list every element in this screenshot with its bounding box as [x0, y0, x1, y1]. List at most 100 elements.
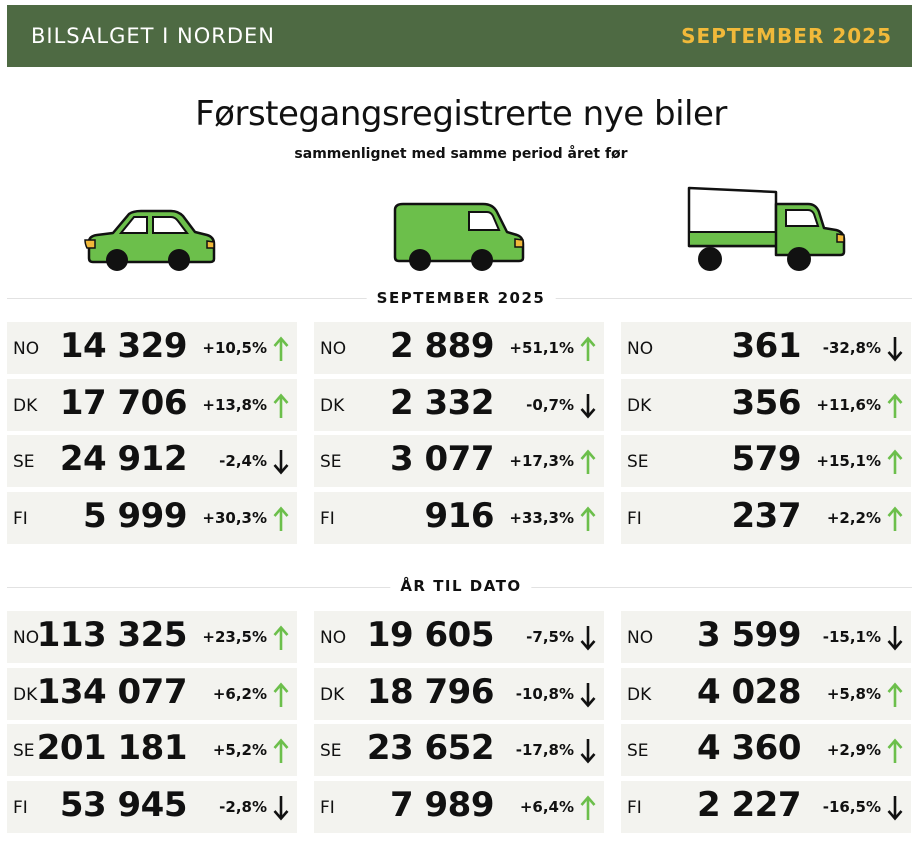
country-code: SE	[627, 452, 649, 473]
country-code: SE	[320, 452, 342, 473]
stat-row-no: NO 113 325 +23,5%	[7, 611, 297, 663]
country-code: DK	[320, 684, 345, 705]
registration-count: 201 181	[36, 728, 188, 769]
registration-count: 356	[731, 382, 802, 423]
stat-row-dk: DK 17 706 +13,8%	[7, 378, 297, 431]
stat-row-fi: FI 5 999 +30,3%	[7, 491, 297, 544]
registration-count: 7 989	[390, 784, 494, 825]
percent-change: +11,6%	[816, 395, 881, 414]
stat-row-no: NO 2 889 +51,1%	[314, 322, 604, 374]
arrow-up-icon	[580, 336, 596, 362]
percent-change: +10,5%	[202, 339, 267, 357]
percent-change: +6,4%	[519, 797, 574, 816]
country-code: FI	[13, 508, 28, 529]
registration-count: 237	[731, 495, 802, 536]
country-code: SE	[320, 741, 342, 762]
arrow-up-icon	[887, 393, 903, 419]
stats-column-cars: NO 14 329 +10,5% DK 17 706 +13,8% SE 24 912 -2,4…	[7, 322, 297, 548]
arrow-up-icon	[580, 449, 596, 475]
country-code: SE	[627, 741, 649, 762]
registration-count: 134 077	[36, 671, 188, 712]
arrow-up-icon	[887, 449, 903, 475]
registration-count: 14 329	[59, 326, 188, 366]
arrow-up-icon	[273, 393, 289, 419]
country-code: NO	[13, 628, 40, 648]
stat-row-se: SE 201 181 +5,2%	[7, 724, 297, 777]
registration-count: 23 652	[366, 728, 495, 769]
registration-count: 3 599	[697, 615, 801, 655]
registration-count: 113 325	[36, 615, 188, 655]
arrow-up-icon	[887, 506, 903, 532]
arrow-down-icon	[273, 449, 289, 475]
percent-change: +2,2%	[826, 508, 881, 527]
stats-column-vans: NO 19 605 -7,5% DK 18 796 -10,8% SE 23 652 -17,8…	[314, 611, 604, 837]
section-label-month: SEPTEMBER 2025	[366, 289, 556, 307]
arrow-up-icon	[273, 738, 289, 764]
stat-row-dk: DK 134 077 +6,2%	[7, 667, 297, 720]
stats-column-vans: NO 2 889 +51,1% DK 2 332 -0,7% SE 3 077 +17,3% FI…	[314, 322, 604, 548]
registration-count: 579	[731, 439, 802, 480]
registration-count: 2 889	[390, 326, 494, 366]
country-code: DK	[13, 395, 38, 416]
arrow-up-icon	[580, 506, 596, 532]
stat-row-no: NO 361 -32,8%	[621, 322, 911, 374]
registration-count: 361	[731, 326, 802, 366]
country-code: DK	[13, 684, 38, 705]
registration-count: 17 706	[59, 382, 188, 423]
percent-change: +15,1%	[816, 452, 881, 471]
registration-count: 24 912	[59, 439, 188, 480]
arrow-up-icon	[273, 506, 289, 532]
stat-row-se: SE 579 +15,1%	[621, 435, 911, 488]
arrow-up-icon	[273, 336, 289, 362]
percent-change: -2,8%	[219, 797, 267, 816]
country-code: SE	[13, 452, 35, 473]
car-icon	[83, 204, 218, 274]
percent-change: -0,7%	[526, 395, 574, 414]
country-code: NO	[13, 339, 40, 359]
percent-change: +2,9%	[826, 741, 881, 760]
percent-change: -15,1%	[822, 628, 881, 646]
van-icon	[391, 200, 526, 274]
section-label-ytd: ÅR TIL DATO	[390, 577, 532, 595]
stat-row-fi: FI 7 989 +6,4%	[314, 780, 604, 833]
report-month: SEPTEMBER 2025	[681, 24, 892, 48]
percent-change: +5,8%	[826, 684, 881, 703]
percent-change: +6,2%	[212, 684, 267, 703]
page-subtitle: sammenlignet med samme period året før	[294, 146, 628, 162]
registration-count: 19 605	[366, 615, 495, 655]
arrow-up-icon	[887, 738, 903, 764]
stat-row-no: NO 3 599 -15,1%	[621, 611, 911, 663]
country-code: NO	[320, 339, 347, 359]
stats-column-trucks: NO 361 -32,8% DK 356 +11,6% SE 579 +15,1% FI 237 +2…	[621, 322, 911, 548]
country-code: DK	[627, 395, 652, 416]
stat-row-dk: DK 356 +11,6%	[621, 378, 911, 431]
percent-change: +30,3%	[202, 508, 267, 527]
arrow-down-icon	[580, 682, 596, 708]
arrow-up-icon	[273, 625, 289, 651]
country-code: NO	[627, 628, 654, 648]
stat-row-fi: FI 237 +2,2%	[621, 491, 911, 544]
country-code: FI	[627, 797, 642, 818]
arrow-down-icon	[580, 393, 596, 419]
country-code: NO	[320, 628, 347, 648]
stat-row-fi: FI 53 945 -2,8%	[7, 780, 297, 833]
country-code: FI	[320, 797, 335, 818]
arrow-down-icon	[887, 795, 903, 821]
country-code: FI	[13, 797, 28, 818]
stats-column-trucks: NO 3 599 -15,1% DK 4 028 +5,8% SE 4 360 +2,9% FI 2…	[621, 611, 911, 837]
truck-icon	[684, 184, 849, 274]
country-code: FI	[320, 508, 335, 529]
registration-count: 2 332	[390, 382, 494, 423]
stat-row-fi: FI 2 227 -16,5%	[621, 780, 911, 833]
stat-row-no: NO 14 329 +10,5%	[7, 322, 297, 374]
percent-change: +33,3%	[509, 508, 574, 527]
header-banner: BILSALGET I NORDEN SEPTEMBER 2025	[7, 5, 912, 67]
stat-row-se: SE 24 912 -2,4%	[7, 435, 297, 488]
stat-row-no: NO 19 605 -7,5%	[314, 611, 604, 663]
percent-change: -2,4%	[219, 452, 267, 471]
stat-row-dk: DK 4 028 +5,8%	[621, 667, 911, 720]
registration-count: 53 945	[59, 784, 188, 825]
stat-row-se: SE 4 360 +2,9%	[621, 724, 911, 777]
page-title: Førstegangsregistrerte nye biler	[195, 94, 727, 134]
percent-change: -10,8%	[515, 684, 574, 703]
